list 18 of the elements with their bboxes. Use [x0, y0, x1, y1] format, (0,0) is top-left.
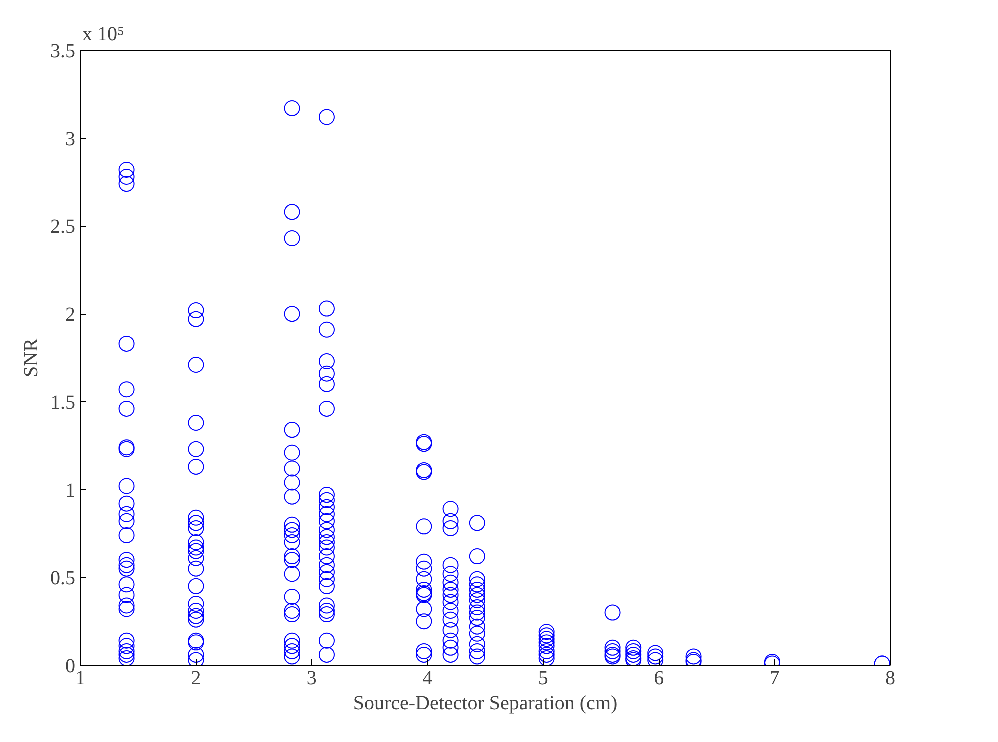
x-tick-label: 5: [538, 668, 548, 690]
y-tick-label: 1: [66, 480, 76, 502]
x-tick-label: 3: [306, 668, 317, 690]
x-tick-label: 2: [191, 668, 202, 690]
x-tick-label: 8: [886, 668, 896, 690]
text: x 10⁵: [82, 24, 124, 46]
x-axis-title: Source-Detector Separation (cm): [353, 692, 618, 714]
y-tick-label: 0: [66, 656, 76, 678]
x-tick-label: 7: [770, 668, 780, 690]
x-tick-label: 4: [422, 668, 433, 690]
y-tick-label: 0.5: [50, 568, 76, 590]
y-axis-title: SNR: [20, 338, 42, 378]
y-tick-label: 3: [66, 128, 76, 150]
y-tick-label: 1.5: [50, 392, 76, 414]
x-tick-label: 6: [654, 668, 664, 690]
y-tick-label: 2.5: [50, 216, 76, 238]
y-tick-label: 3.5: [50, 40, 76, 62]
y-tick-label: 2: [66, 304, 76, 326]
